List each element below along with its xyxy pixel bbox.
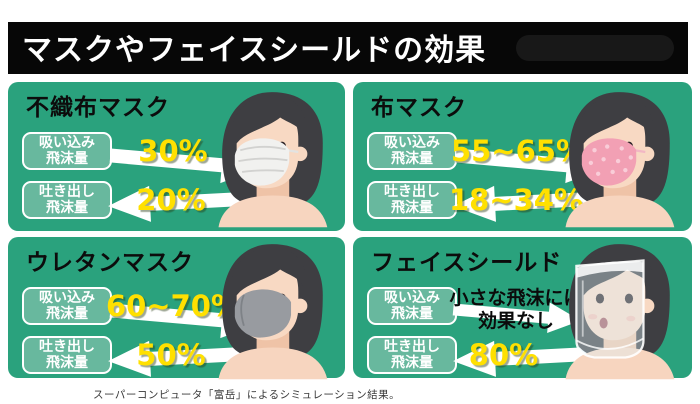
inhale-value: 60~70% — [105, 289, 241, 323]
ear — [292, 298, 308, 314]
shoulders — [565, 347, 675, 380]
shoulders — [218, 347, 328, 380]
shoulders — [218, 195, 328, 228]
page-title: マスクやフェイスシールドの効果 — [22, 33, 487, 69]
face-shield — [575, 259, 645, 359]
inhale-value: 55~65% — [450, 134, 586, 168]
mask-pleat — [240, 145, 286, 152]
inhale-droplets-label: 吸い込み 飛沫量 — [22, 287, 112, 325]
panel-cloth-mask: 布マスク 吸い込み 飛沫量 吐き出し 飛沫量 55~65% 18~34% — [353, 82, 692, 231]
hair-bangs — [577, 95, 655, 146]
mask-strap — [634, 149, 646, 154]
hair-bangs — [230, 95, 308, 146]
shield-headband — [576, 261, 644, 278]
mouth — [599, 317, 608, 329]
exhale-droplets-label: 吐き出し 飛沫量 — [22, 181, 112, 219]
hair-bangs — [230, 247, 308, 298]
face-with-face-shield-illustration — [565, 244, 675, 380]
inhale-droplets-label: 吸い込み 飛沫量 — [367, 287, 457, 325]
urethane-mask — [234, 289, 292, 338]
mask-pleat — [241, 169, 284, 173]
exhale-value: 80% — [468, 338, 539, 372]
exhale-value: 20% — [136, 183, 206, 217]
inhale-value: 30% — [138, 134, 208, 168]
exhale-droplets-label: 吐き出し 飛沫量 — [367, 336, 457, 374]
ear — [292, 146, 308, 162]
panel-nonwoven-mask: 不織布マスク 吸い込み 飛沫量 吐き出し 飛沫量 30% 20% — [8, 82, 345, 231]
face-with-surgical-mask-illustration — [218, 92, 328, 228]
inhale-droplets-label: 吸い込み 飛沫量 — [22, 132, 112, 170]
inhale-no-effect-note: 小さな飛沫には 効果なし — [449, 287, 583, 332]
exhale-arrow-icon — [108, 185, 267, 222]
panel-title: 不織布マスク — [26, 95, 170, 121]
exhale-value: 50% — [136, 338, 206, 372]
blush — [626, 315, 636, 322]
blurred-logo — [516, 35, 674, 61]
inhale-arrow-icon — [452, 302, 581, 334]
inhale-arrow-icon — [454, 147, 605, 184]
inhale-droplets-label: 吸い込み 飛沫量 — [367, 132, 457, 170]
exhale-droplets-label: 吐き出し 飛沫量 — [22, 336, 112, 374]
exhale-arrow-icon — [453, 340, 612, 377]
face-with-urethane-mask-illustration — [218, 244, 328, 380]
mask-edge-line — [240, 294, 245, 327]
exhale-arrow-icon — [108, 340, 267, 377]
surgical-mask — [234, 138, 290, 186]
left-eye — [595, 293, 605, 304]
ear — [639, 146, 655, 162]
shield-bottom-curve — [575, 337, 644, 350]
face-with-cloth-mask-illustration — [565, 92, 675, 228]
shoulders — [565, 195, 675, 228]
source-caption: スーパーコンピュータ「富岳」によるシミュレーション結果。 — [93, 389, 401, 401]
inhale-arrow-icon — [109, 147, 260, 184]
blush — [588, 313, 598, 320]
exhale-droplets-label: 吐き出し 飛沫量 — [367, 181, 457, 219]
title-bar: マスクやフェイスシールドの効果 — [8, 22, 688, 74]
exhale-value: 18~34% — [448, 183, 584, 217]
mask-dot-pattern — [588, 144, 633, 176]
panel-title: フェイスシールド — [371, 250, 563, 276]
panel-title: 布マスク — [371, 95, 467, 121]
inhale-arrow-icon — [109, 302, 260, 339]
panel-face-shield: フェイスシールド 吸い込み 飛沫量 吐き出し 飛沫量 小さな飛沫には 効果なし … — [353, 237, 692, 380]
panel-title: ウレタンマスク — [26, 250, 194, 276]
panel-urethane-mask: ウレタンマスク 吸い込み 飛沫量 吐き出し 飛沫量 60~70% 50% — [8, 237, 345, 380]
exhale-arrow-icon — [453, 185, 612, 222]
mask-pleat — [238, 157, 288, 162]
right-eye — [624, 293, 634, 304]
